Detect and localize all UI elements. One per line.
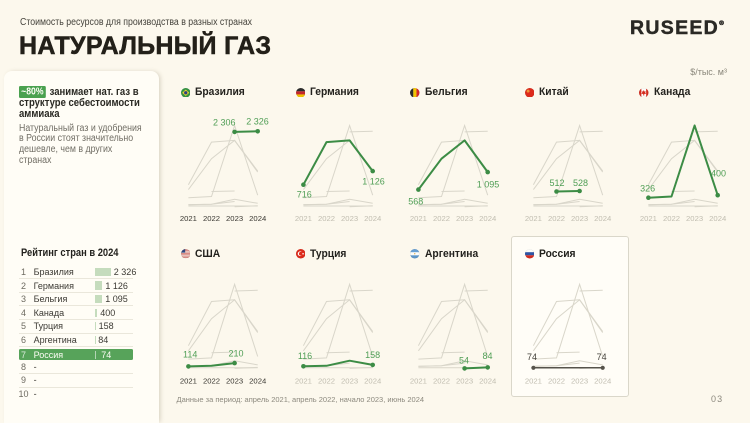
svg-text:2022: 2022 (433, 377, 450, 386)
svg-text:114: 114 (183, 350, 197, 360)
svg-text:2021: 2021 (180, 214, 197, 223)
svg-text:512: 512 (549, 178, 564, 188)
svg-text:326: 326 (640, 184, 655, 194)
svg-text:210: 210 (228, 349, 243, 359)
svg-text:116: 116 (298, 351, 312, 361)
svg-text:2022: 2022 (433, 214, 450, 223)
svg-text:2023: 2023 (571, 214, 588, 223)
svg-text:2024: 2024 (479, 214, 497, 223)
svg-text:74: 74 (597, 352, 607, 362)
svg-text:2021: 2021 (525, 214, 542, 223)
svg-text:2022: 2022 (663, 214, 680, 223)
svg-text:2023: 2023 (341, 377, 358, 386)
svg-text:2023: 2023 (226, 377, 243, 386)
svg-text:2023: 2023 (686, 214, 703, 223)
svg-text:2021: 2021 (525, 377, 542, 386)
svg-text:2024: 2024 (594, 377, 612, 386)
svg-text:2023: 2023 (226, 214, 243, 223)
svg-text:2023: 2023 (456, 377, 473, 386)
svg-text:74: 74 (527, 352, 537, 362)
svg-text:2023: 2023 (341, 214, 358, 223)
svg-text:2024: 2024 (364, 214, 382, 223)
svg-text:2021: 2021 (410, 377, 427, 386)
svg-text:2021: 2021 (295, 377, 312, 386)
svg-text:2022: 2022 (203, 214, 220, 223)
svg-text:2021: 2021 (410, 214, 427, 223)
svg-text:2024: 2024 (364, 377, 382, 386)
svg-text:2 306: 2 306 (213, 118, 236, 128)
svg-text:2024: 2024 (594, 214, 612, 223)
svg-text:2022: 2022 (203, 377, 220, 386)
svg-text:1 095: 1 095 (477, 180, 500, 190)
svg-text:158: 158 (365, 350, 380, 360)
svg-text:2022: 2022 (318, 214, 335, 223)
svg-text:84: 84 (482, 351, 492, 361)
svg-text:2024: 2024 (479, 377, 497, 386)
svg-text:528: 528 (573, 178, 588, 188)
svg-text:2022: 2022 (548, 214, 565, 223)
svg-text:2023: 2023 (571, 377, 588, 386)
svg-text:2021: 2021 (640, 214, 657, 223)
svg-text:1 126: 1 126 (362, 177, 385, 187)
svg-text:2021: 2021 (295, 214, 312, 223)
svg-text:2024: 2024 (709, 214, 727, 223)
svg-text:2 326: 2 326 (246, 117, 269, 127)
svg-text:2024: 2024 (249, 214, 267, 223)
svg-text:2022: 2022 (318, 377, 335, 386)
svg-text:568: 568 (408, 197, 423, 207)
svg-text:2022: 2022 (548, 377, 565, 386)
svg-text:2023: 2023 (456, 214, 473, 223)
svg-text:2021: 2021 (180, 377, 197, 386)
svg-text:716: 716 (297, 190, 312, 200)
svg-text:54: 54 (459, 356, 469, 366)
svg-text:2024: 2024 (249, 377, 267, 386)
svg-text:400: 400 (711, 169, 726, 179)
